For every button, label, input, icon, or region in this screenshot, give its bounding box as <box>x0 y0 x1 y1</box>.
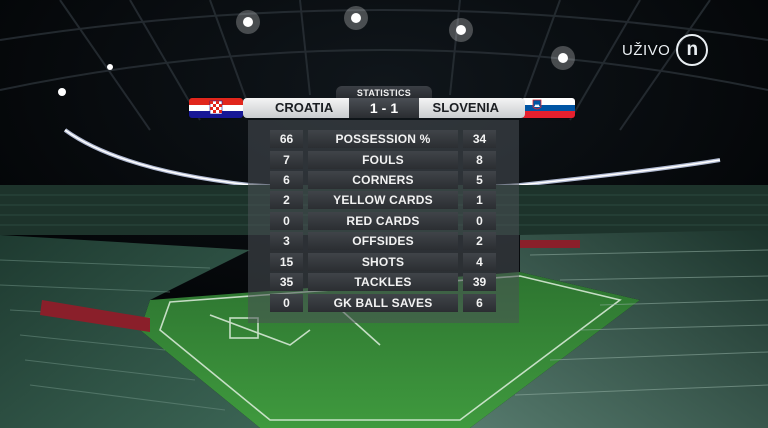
stat-label: TACKLES <box>308 273 458 291</box>
away-stat-value: 2 <box>463 232 496 250</box>
stat-label: OFFSIDES <box>308 232 458 250</box>
stat-row-shots: 15 SHOTS 4 <box>248 253 519 271</box>
home-stat-value: 0 <box>270 212 303 230</box>
away-stat-value: 34 <box>463 130 496 148</box>
stat-label: RED CARDS <box>308 212 458 230</box>
stat-row-gk-ball-saves: 0 GK BALL SAVES 6 <box>248 294 519 312</box>
away-score: 1 <box>390 100 399 116</box>
away-stat-value: 1 <box>463 191 496 209</box>
score-separator: - <box>381 100 387 116</box>
away-stat-value: 5 <box>463 171 496 189</box>
away-stat-value: 4 <box>463 253 496 271</box>
home-stat-value: 15 <box>270 253 303 271</box>
stat-label: GK BALL SAVES <box>308 294 458 312</box>
stat-row-possession: 66 POSSESSION % 34 <box>248 130 519 148</box>
away-stat-value: 8 <box>463 151 496 169</box>
stat-row-tackles: 35 TACKLES 39 <box>248 273 519 291</box>
home-stat-value: 35 <box>270 273 303 291</box>
croatia-flag-icon <box>189 98 243 118</box>
home-stat-value: 0 <box>270 294 303 312</box>
home-stat-value: 2 <box>270 191 303 209</box>
stat-row-offsides: 3 OFFSIDES 2 <box>248 232 519 250</box>
home-score: 1 <box>369 100 378 116</box>
away-team-name: SLOVENIA <box>432 100 499 115</box>
stat-row-corners: 6 CORNERS 5 <box>248 171 519 189</box>
away-stat-value: 0 <box>463 212 496 230</box>
home-stat-value: 6 <box>270 171 303 189</box>
stat-label: SHOTS <box>308 253 458 271</box>
score-display: 1 - 1 <box>349 98 419 118</box>
channel-n-icon: n <box>676 34 709 66</box>
stat-row-yellow-cards: 2 YELLOW CARDS 1 <box>248 191 519 209</box>
home-stat-value: 3 <box>270 232 303 250</box>
away-stat-value: 6 <box>463 294 496 312</box>
home-stat-value: 66 <box>270 130 303 148</box>
stat-row-red-cards: 0 RED CARDS 0 <box>248 212 519 230</box>
away-stat-value: 39 <box>463 273 496 291</box>
stat-label: POSSESSION % <box>308 130 458 148</box>
stat-label: YELLOW CARDS <box>308 191 458 209</box>
stat-row-fouls: 7 FOULS 8 <box>248 151 519 169</box>
home-stat-value: 7 <box>270 151 303 169</box>
slovenia-flag-icon <box>521 98 575 118</box>
stat-label: CORNERS <box>308 171 458 189</box>
live-label: UŽIVO <box>622 41 671 59</box>
stat-label: FOULS <box>308 151 458 169</box>
broadcaster-logo: UŽIVO n <box>622 33 709 67</box>
stats-title: STATISTICS <box>336 86 432 101</box>
stats-table: 66 POSSESSION % 34 7 FOULS 8 6 CORNERS 5… <box>248 120 519 323</box>
home-team-name: CROATIA <box>275 100 334 115</box>
score-bar: CROATIA 1 - 1 SLOVENIA <box>243 98 525 118</box>
